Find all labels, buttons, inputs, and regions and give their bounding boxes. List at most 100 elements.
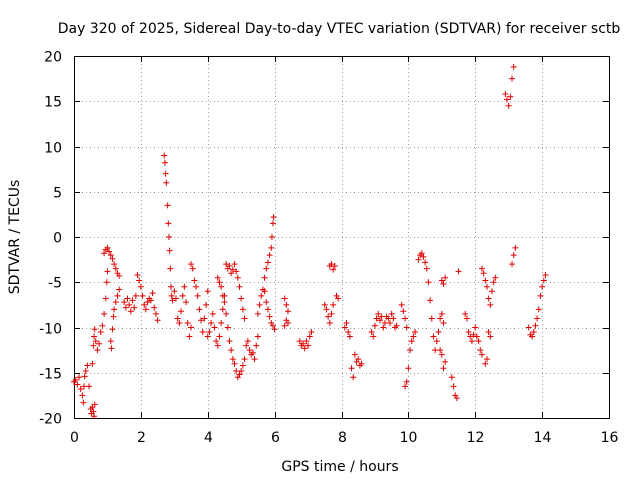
data-point [201,315,208,322]
data-point [226,262,233,269]
data-point [412,329,419,336]
data-point [532,322,539,329]
data-point [112,299,119,306]
data-point [448,374,455,381]
data-point [323,306,330,313]
data-points [71,63,549,420]
data-point [176,319,183,326]
data-point [141,301,148,308]
x-tick-label: 10 [400,430,418,446]
data-point [124,295,131,302]
data-point [178,308,184,315]
data-point [440,281,447,288]
data-point [168,292,175,299]
data-point [301,345,308,352]
y-tick-label: -15 [39,367,62,383]
data-point [306,333,313,340]
data-point [510,252,517,259]
data-point [268,234,275,240]
data-point [470,331,477,338]
data-point [213,338,220,345]
y-tick-label: -10 [39,322,62,338]
data-point [90,342,97,349]
data-point [82,367,89,374]
data-point [326,319,333,326]
data-point [226,338,233,345]
data-point [243,342,250,349]
data-point [149,290,156,297]
data-point [463,315,470,322]
data-point [112,265,119,272]
data-point [151,304,158,311]
data-point [400,308,407,315]
data-point [121,299,128,306]
data-point [453,395,460,402]
data-point [438,310,445,317]
data-point [103,279,110,286]
data-point [507,93,514,100]
data-point [483,356,490,363]
x-tick-label: 0 [70,430,79,446]
data-point [86,383,93,390]
data-point [236,371,243,378]
data-point [97,329,104,336]
data-point [99,322,106,329]
data-point [433,338,440,345]
y-tick-label: 10 [44,141,62,157]
data-point [308,329,315,336]
data-point [350,374,357,381]
data-point [435,329,442,336]
data-point [258,292,265,299]
data-point [167,283,174,290]
data-point [154,317,161,324]
data-point [285,308,291,315]
data-point [211,324,218,331]
data-point [438,351,445,358]
data-point [373,315,380,322]
data-point [420,253,427,260]
data-point [488,288,495,295]
data-point [216,333,223,340]
data-point [80,399,87,406]
data-point [266,313,273,320]
data-point [440,365,447,372]
data-point [542,272,549,279]
data-point [106,248,113,255]
data-point [385,315,392,322]
data-point [271,326,278,333]
data-point [189,265,196,272]
data-point [198,317,205,324]
data-point [423,265,430,272]
data-point [335,295,342,302]
data-point [223,261,230,268]
data-point [107,338,114,345]
data-point [142,306,149,313]
data-point [269,220,276,227]
data-point [186,333,193,340]
data-point [475,338,482,345]
data-point [147,297,154,304]
x-tick-label: 4 [204,430,213,446]
data-point [165,220,172,227]
data-point [251,356,258,363]
data-point [393,322,400,329]
data-point [539,283,546,290]
data-point [478,351,485,358]
data-point [418,250,425,257]
data-point [72,376,79,383]
data-point [325,313,332,320]
data-point [450,383,457,390]
data-point [224,324,231,331]
data-point [221,299,228,306]
data-point [402,315,409,322]
data-point [110,313,117,320]
data-point [188,261,195,268]
data-point [236,283,243,290]
x-tick-label: 14 [534,430,552,446]
data-point [183,299,190,306]
data-point [203,301,210,308]
data-point [129,297,136,304]
data-point [108,345,115,352]
data-point [208,319,215,326]
data-point [246,347,253,354]
